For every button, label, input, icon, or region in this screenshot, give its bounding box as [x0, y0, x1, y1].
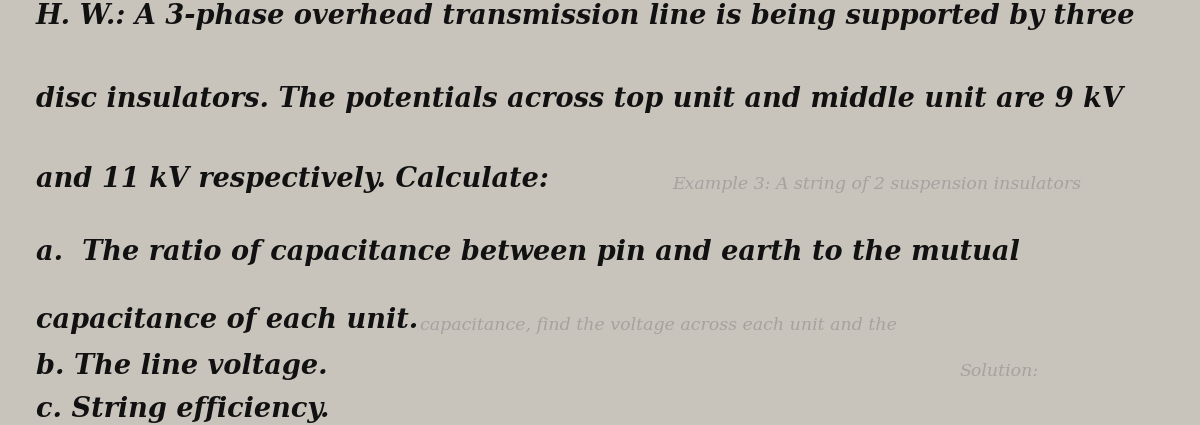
Text: disc insulators. The potentials across top unit and middle unit are 9 kV: disc insulators. The potentials across t… — [36, 85, 1123, 113]
Text: H. W.: A 3-phase overhead transmission line is being supported by three: H. W.: A 3-phase overhead transmission l… — [36, 3, 1135, 30]
Text: b. The line voltage.: b. The line voltage. — [36, 353, 328, 380]
Text: and 11 kV respectively. Calculate:: and 11 kV respectively. Calculate: — [36, 166, 548, 193]
Text: capacitance, find the voltage across each unit and the: capacitance, find the voltage across eac… — [420, 317, 896, 334]
Text: a.  The ratio of capacitance between pin and earth to the mutual: a. The ratio of capacitance between pin … — [36, 238, 1020, 266]
Text: Solution:: Solution: — [960, 363, 1039, 380]
Text: Example 3: A string of 2 suspension insulators: Example 3: A string of 2 suspension insu… — [672, 176, 1081, 193]
Text: capacitance of each unit.: capacitance of each unit. — [36, 306, 419, 334]
Text: c. String efficiency.: c. String efficiency. — [36, 396, 330, 423]
